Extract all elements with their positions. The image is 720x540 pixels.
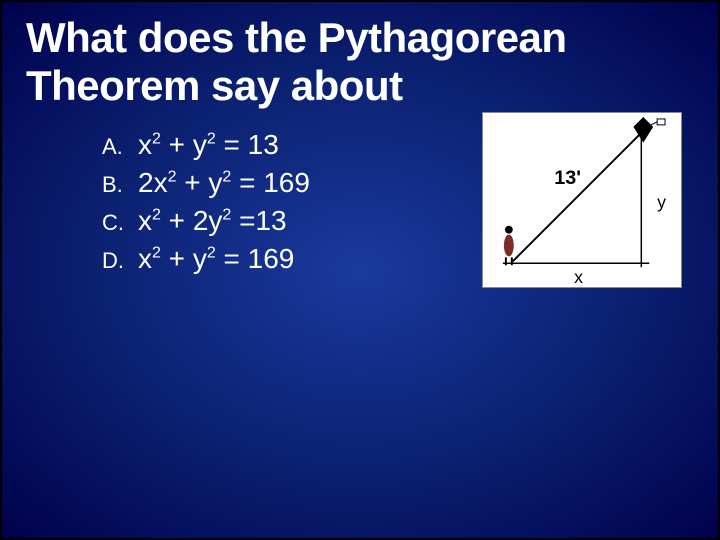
option-text: x2 + y2 = 169	[138, 243, 294, 275]
title-line-2: Theorem say about	[26, 62, 403, 109]
title-line-1: What does the Pythagorean	[26, 14, 567, 61]
kite-icon	[633, 117, 665, 143]
option-label: C.	[102, 210, 138, 236]
y-label: y	[657, 192, 666, 212]
hypotenuse-label: 13'	[554, 167, 581, 189]
x-label: x	[574, 267, 583, 287]
option-text: 2x2 + y2 = 169	[138, 167, 310, 199]
option-text: x2 + y2 = 13	[138, 129, 279, 161]
option-label: D.	[102, 248, 138, 274]
hypotenuse-line	[513, 135, 640, 262]
option-label: B.	[102, 172, 138, 198]
option-text: x2 + 2y2 =13	[138, 205, 287, 237]
option-label: A.	[102, 134, 138, 160]
person-icon	[504, 226, 514, 266]
slide-title: What does the Pythagorean Theorem say ab…	[2, 2, 718, 119]
triangle-diagram: 13' x y	[482, 112, 682, 288]
